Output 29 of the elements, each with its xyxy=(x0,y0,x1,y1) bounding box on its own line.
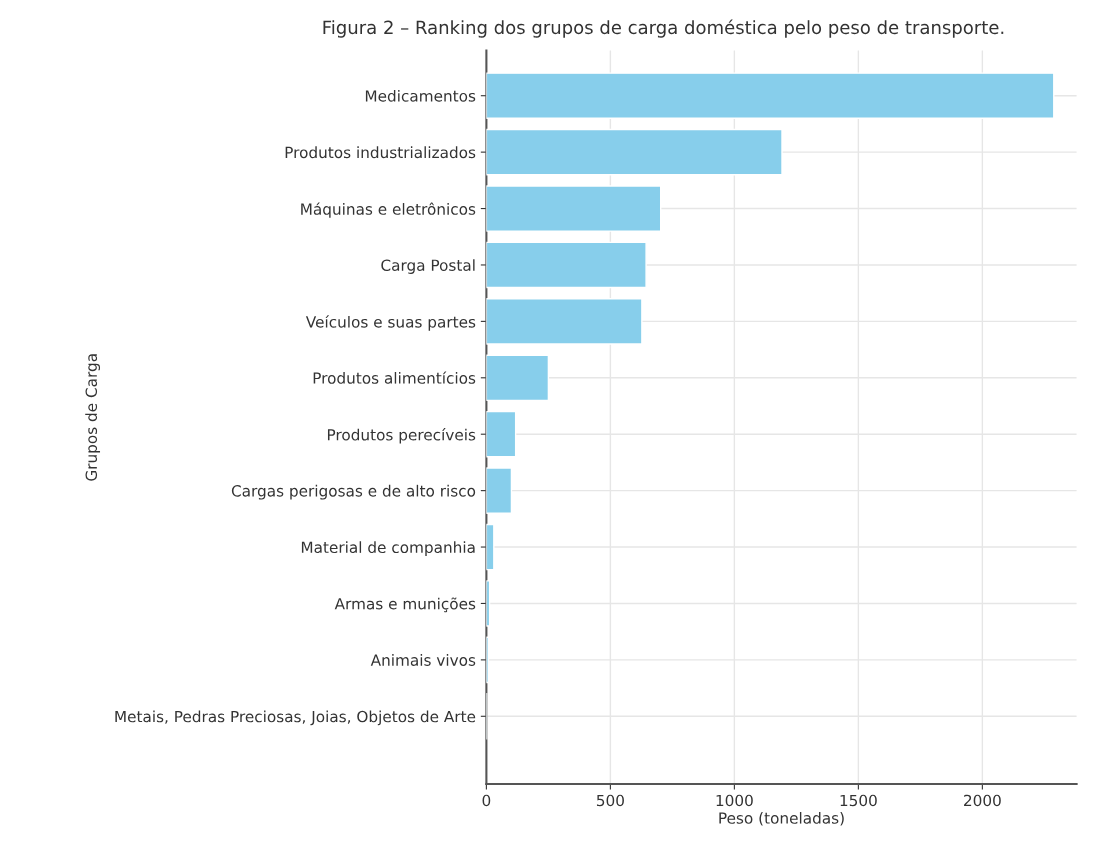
y-tick-label: Cargas perigosas e de alto risco xyxy=(231,484,476,500)
y-tick-label: Carga Postal xyxy=(381,259,475,274)
x-tick-label: 1000 xyxy=(716,794,753,807)
y-tick-label: Produtos perecíveis xyxy=(327,428,476,444)
y-tick-label: Veículos e suas partes xyxy=(305,315,476,331)
x-axis-title: Peso (toneladas) xyxy=(719,811,844,826)
y-tick-label: Armas e munições xyxy=(334,597,476,613)
x-tick-label: 500 xyxy=(596,794,624,807)
y-tick-label: Metais, Pedras Preciosas, Joias, Objetos de Arte xyxy=(115,710,476,726)
bar xyxy=(486,298,643,345)
x-tick-label: 2000 xyxy=(964,794,1001,807)
bar xyxy=(486,354,550,402)
bar xyxy=(486,523,495,571)
chart-title: Figura 2 – Ranking dos grupos de carga doméstica pelo peso de transporte. xyxy=(323,19,1004,38)
y-tick-label: Produtos industrializados xyxy=(285,146,476,159)
bar xyxy=(486,241,647,289)
y-axis-title: Grupos de Carga xyxy=(85,354,101,481)
y-tick-label: Material de companhia xyxy=(301,541,475,557)
x-tick-label: 0 xyxy=(482,794,491,807)
x-tick-label: 1500 xyxy=(840,794,877,807)
y-tick-label: Produtos alimentícios xyxy=(313,371,476,384)
bar xyxy=(486,467,513,514)
bar xyxy=(486,128,783,176)
bar xyxy=(486,410,517,458)
y-tick-label: Máquinas e eletrônicos xyxy=(301,202,476,218)
bar xyxy=(486,72,1055,119)
bar xyxy=(486,185,662,232)
y-tick-label: Medicamentos xyxy=(365,89,476,102)
y-tick-label: Animais vivos xyxy=(370,654,476,666)
